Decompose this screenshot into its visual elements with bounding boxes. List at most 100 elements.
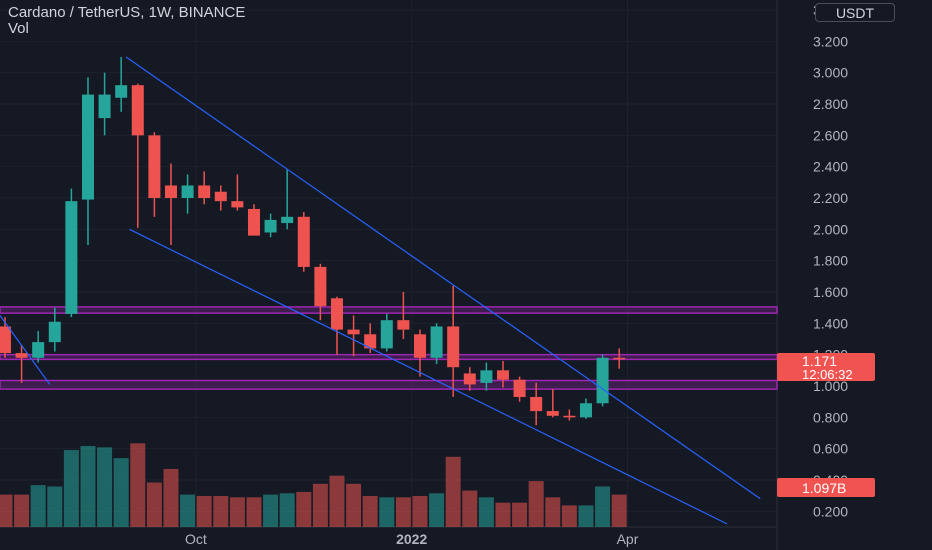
volume-bar (130, 443, 146, 527)
volume-bar (478, 497, 494, 527)
volume-bar (462, 490, 478, 527)
candle-body (413, 334, 426, 358)
candle-body (214, 191, 227, 202)
last-price-badge (777, 353, 875, 381)
candle-body (563, 415, 576, 418)
trend-line (129, 228, 728, 525)
currency-button[interactable]: USDT (815, 3, 895, 22)
volume-bar (279, 493, 295, 527)
candle-body (496, 370, 509, 380)
candle-body (0, 326, 11, 354)
price-tick-label: 1.000 (813, 378, 848, 394)
volume-bar (395, 497, 411, 527)
price-tick-label: 2.800 (813, 96, 848, 112)
volume-bar (561, 505, 577, 527)
volume-bar (412, 495, 428, 527)
candle-body (164, 185, 177, 198)
volume-bar (362, 495, 378, 527)
candle-body (297, 216, 310, 267)
volume-bar (429, 493, 445, 527)
volume-bars (0, 443, 627, 527)
volume-bar (578, 505, 594, 527)
volume-bar (229, 497, 245, 527)
candle-body (65, 201, 78, 314)
candle-body (32, 342, 45, 358)
volume-legend[interactable]: Vol (8, 20, 29, 37)
candle-body (247, 208, 260, 236)
candle-body (480, 370, 493, 383)
candle-body (15, 353, 28, 358)
candle-body (314, 266, 327, 307)
candle-body (463, 373, 476, 385)
time-tick-label: 2022 (396, 531, 427, 547)
price-tick-label: 2.000 (813, 221, 848, 237)
candle-body (380, 320, 393, 349)
volume-bar (163, 468, 179, 527)
volume-bar (0, 494, 13, 527)
volume-bar (180, 494, 196, 527)
candle-body (330, 298, 343, 330)
price-tick-label: 0.600 (813, 441, 848, 457)
volume-bar (97, 447, 113, 527)
support-resistance-zone (0, 306, 778, 314)
candle-body (115, 85, 128, 98)
time-tick-label: Apr (617, 531, 639, 547)
candle-body (231, 201, 244, 208)
volume-bar (30, 485, 46, 527)
volume-bar (545, 497, 561, 527)
candle-body (397, 320, 410, 330)
volume-bar (63, 450, 79, 527)
candle-body (48, 321, 61, 343)
volume-bar (196, 495, 212, 527)
price-tick-label: 2.200 (813, 190, 848, 206)
volume-bar (47, 486, 63, 527)
candle-body (264, 219, 277, 233)
volume-bar (246, 497, 262, 527)
volume-bar (263, 494, 279, 527)
candle-body (613, 357, 626, 360)
price-tick-label: 3.000 (813, 65, 848, 81)
candle-body (281, 216, 294, 224)
support-resistance-zone (0, 379, 778, 390)
volume-bar (346, 483, 362, 527)
volume-bar (213, 495, 229, 527)
candle-body (447, 326, 460, 368)
volume-bar (296, 491, 312, 527)
trend-line (0, 315, 51, 385)
volume-bar (445, 456, 461, 527)
price-tick-label: 2.600 (813, 127, 848, 143)
volume-badge (777, 478, 875, 497)
trend-lines (0, 56, 761, 525)
volume-bar (379, 497, 395, 527)
candle-body (513, 379, 526, 397)
time-tick-label: Oct (185, 531, 207, 547)
trend-line (125, 56, 761, 500)
candle-body (347, 329, 360, 335)
candle-body (596, 357, 609, 404)
price-tick-label: 0.200 (813, 503, 848, 519)
candle-body (148, 135, 161, 198)
price-tick-label: 0.800 (813, 409, 848, 425)
candles (0, 57, 626, 426)
candle-body (364, 334, 377, 349)
candle-countdown-text: 12:06:32 (802, 367, 853, 382)
volume-bar (495, 502, 511, 527)
price-tick-label: 3.200 (813, 33, 848, 49)
candle-body (579, 403, 592, 418)
price-axis[interactable]: 0.2000.4000.6000.8001.0001.2001.4001.600… (813, 2, 848, 519)
last-price-text: 1.171 (802, 353, 837, 369)
volume-badge-text: 1.097B (802, 480, 846, 496)
candle-body (181, 185, 194, 198)
volume-bar (312, 483, 328, 527)
symbol-title[interactable]: Cardano / TetherUS, 1W, BINANCE (8, 4, 246, 21)
price-tick-label: 1.600 (813, 284, 848, 300)
price-tick-label: 1.800 (813, 253, 848, 269)
price-tick-label: 2.400 (813, 159, 848, 175)
volume-bar (595, 486, 611, 527)
candle-body (198, 185, 211, 198)
candle-body (131, 85, 144, 136)
time-axis[interactable]: Oct 2022 Apr (185, 531, 639, 547)
volume-bar (512, 502, 528, 527)
